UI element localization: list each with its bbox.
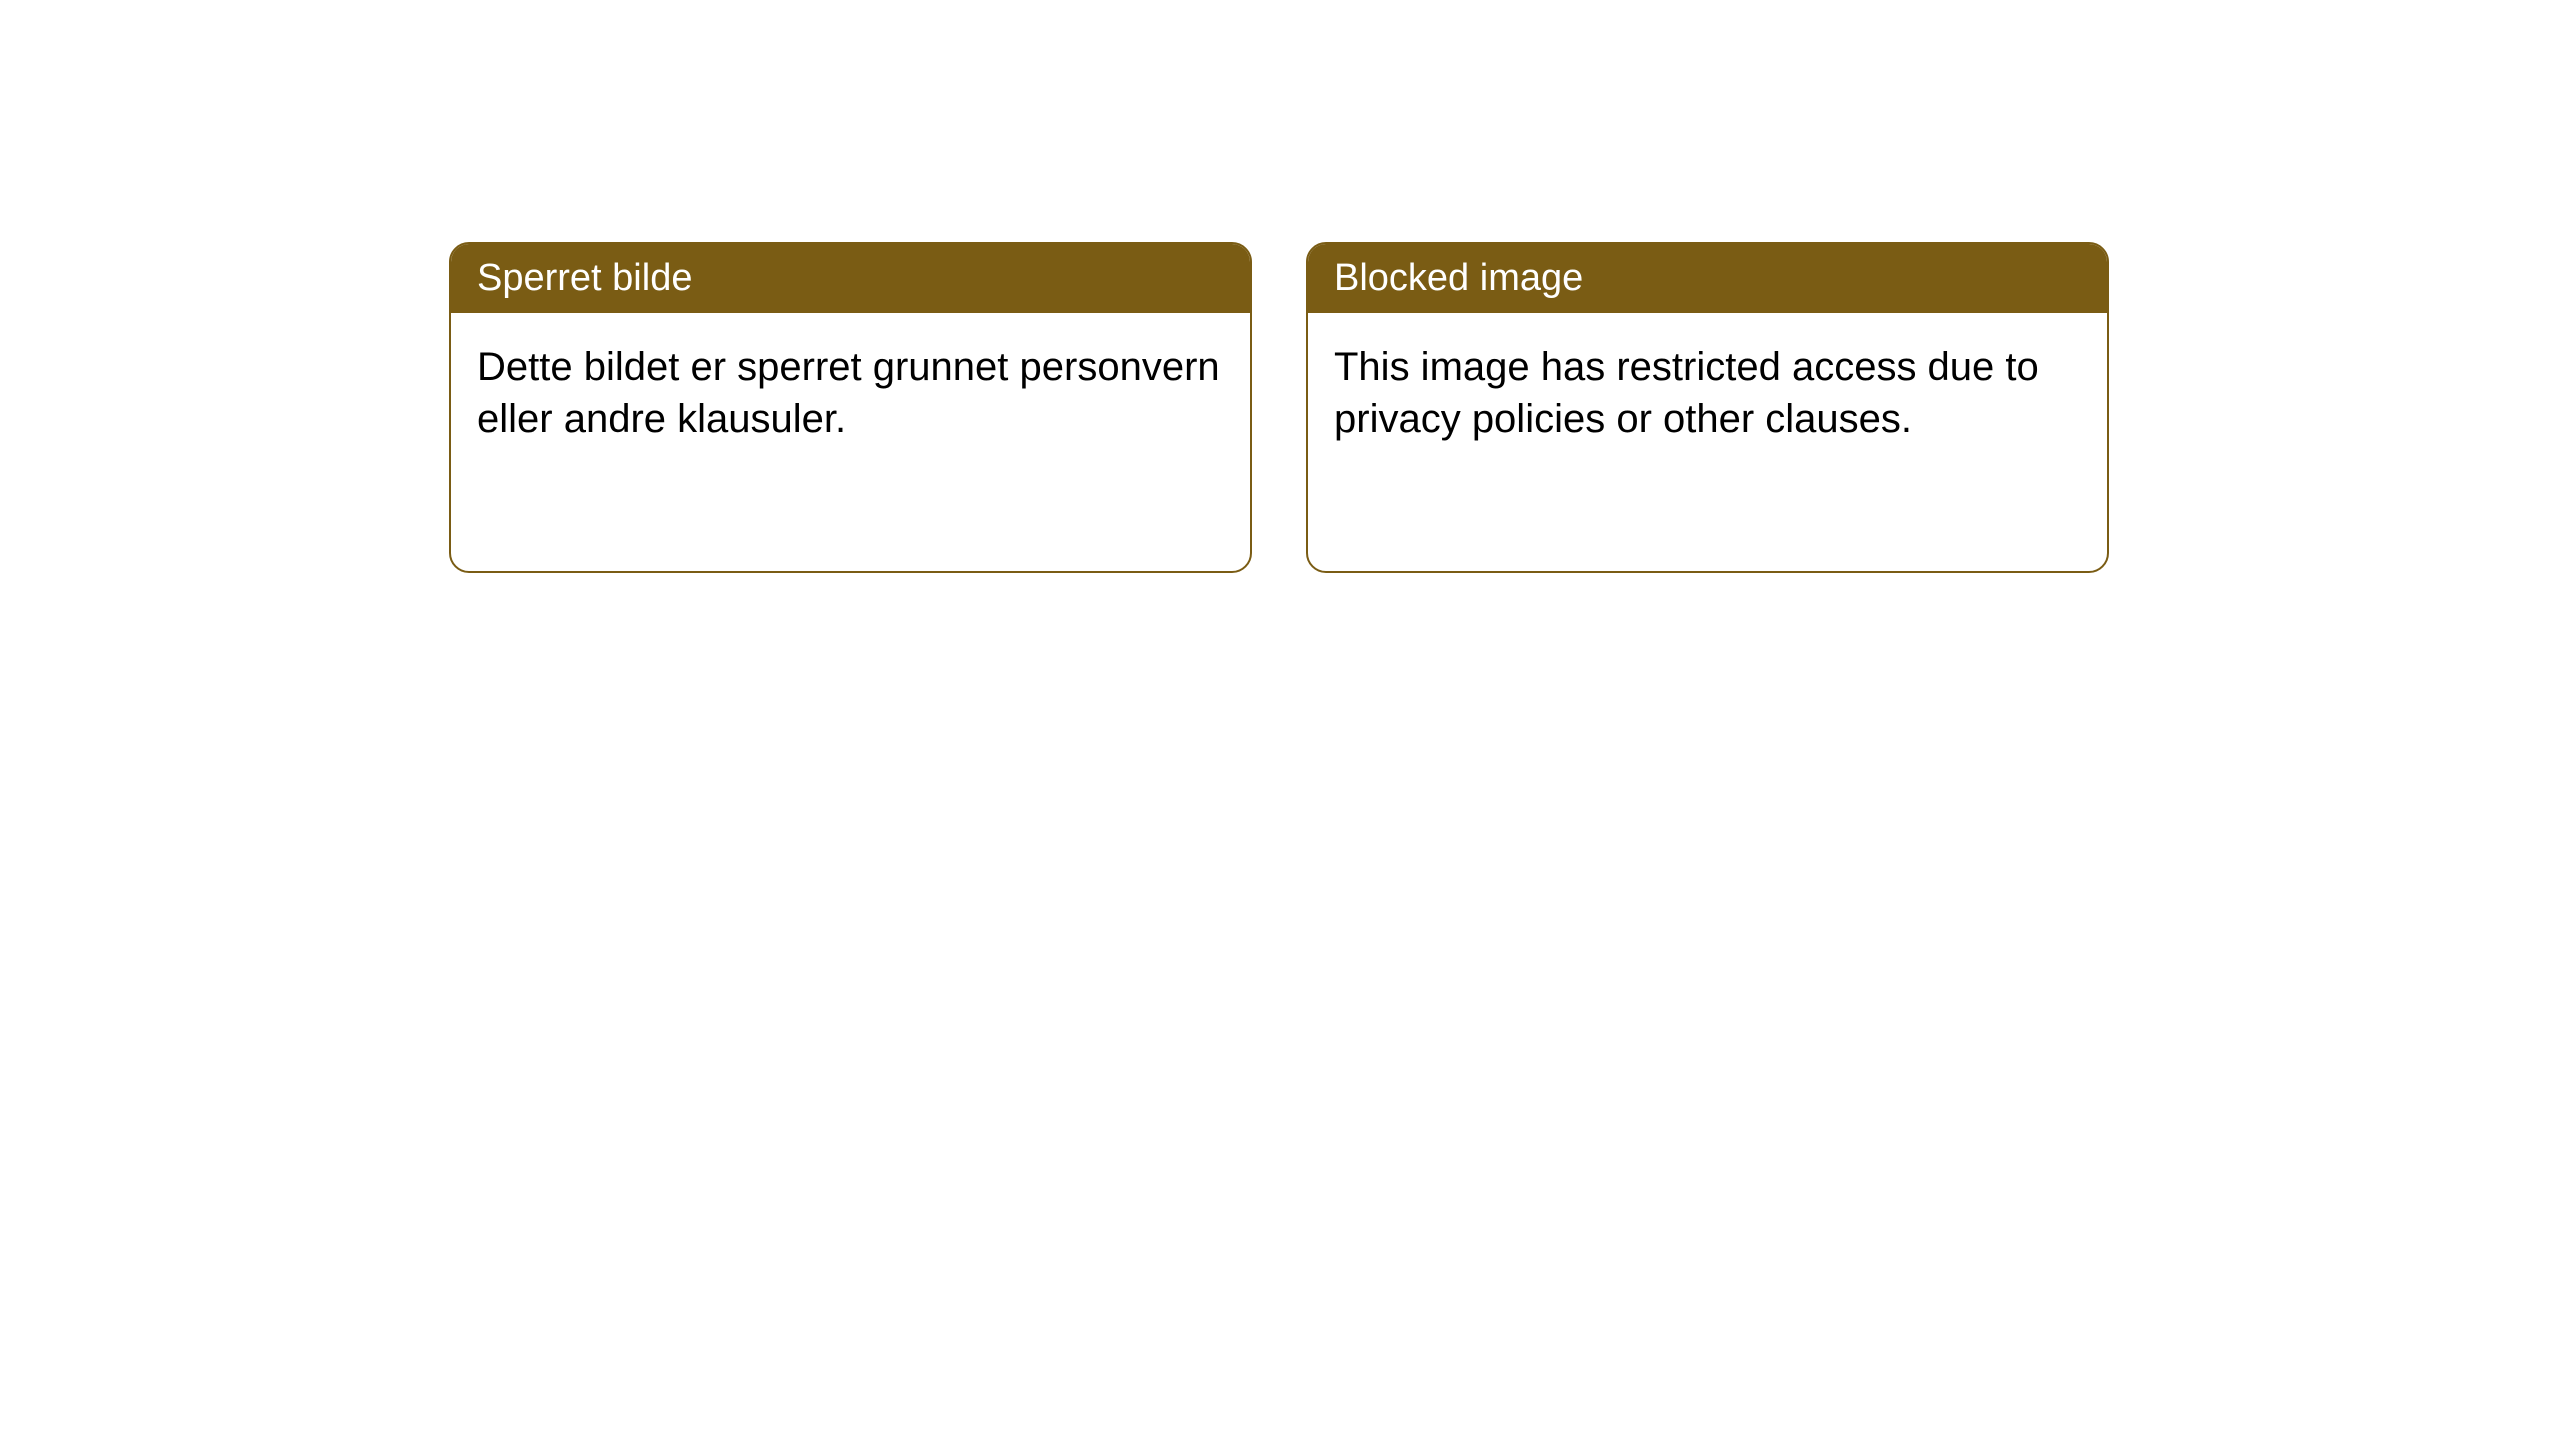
notice-card-english: Blocked image This image has restricted … (1306, 242, 2109, 573)
notice-header: Blocked image (1308, 244, 2107, 313)
notice-container: Sperret bilde Dette bildet er sperret gr… (449, 242, 2109, 573)
notice-body: Dette bildet er sperret grunnet personve… (451, 313, 1250, 473)
notice-card-norwegian: Sperret bilde Dette bildet er sperret gr… (449, 242, 1252, 573)
notice-body: This image has restricted access due to … (1308, 313, 2107, 473)
notice-header: Sperret bilde (451, 244, 1250, 313)
